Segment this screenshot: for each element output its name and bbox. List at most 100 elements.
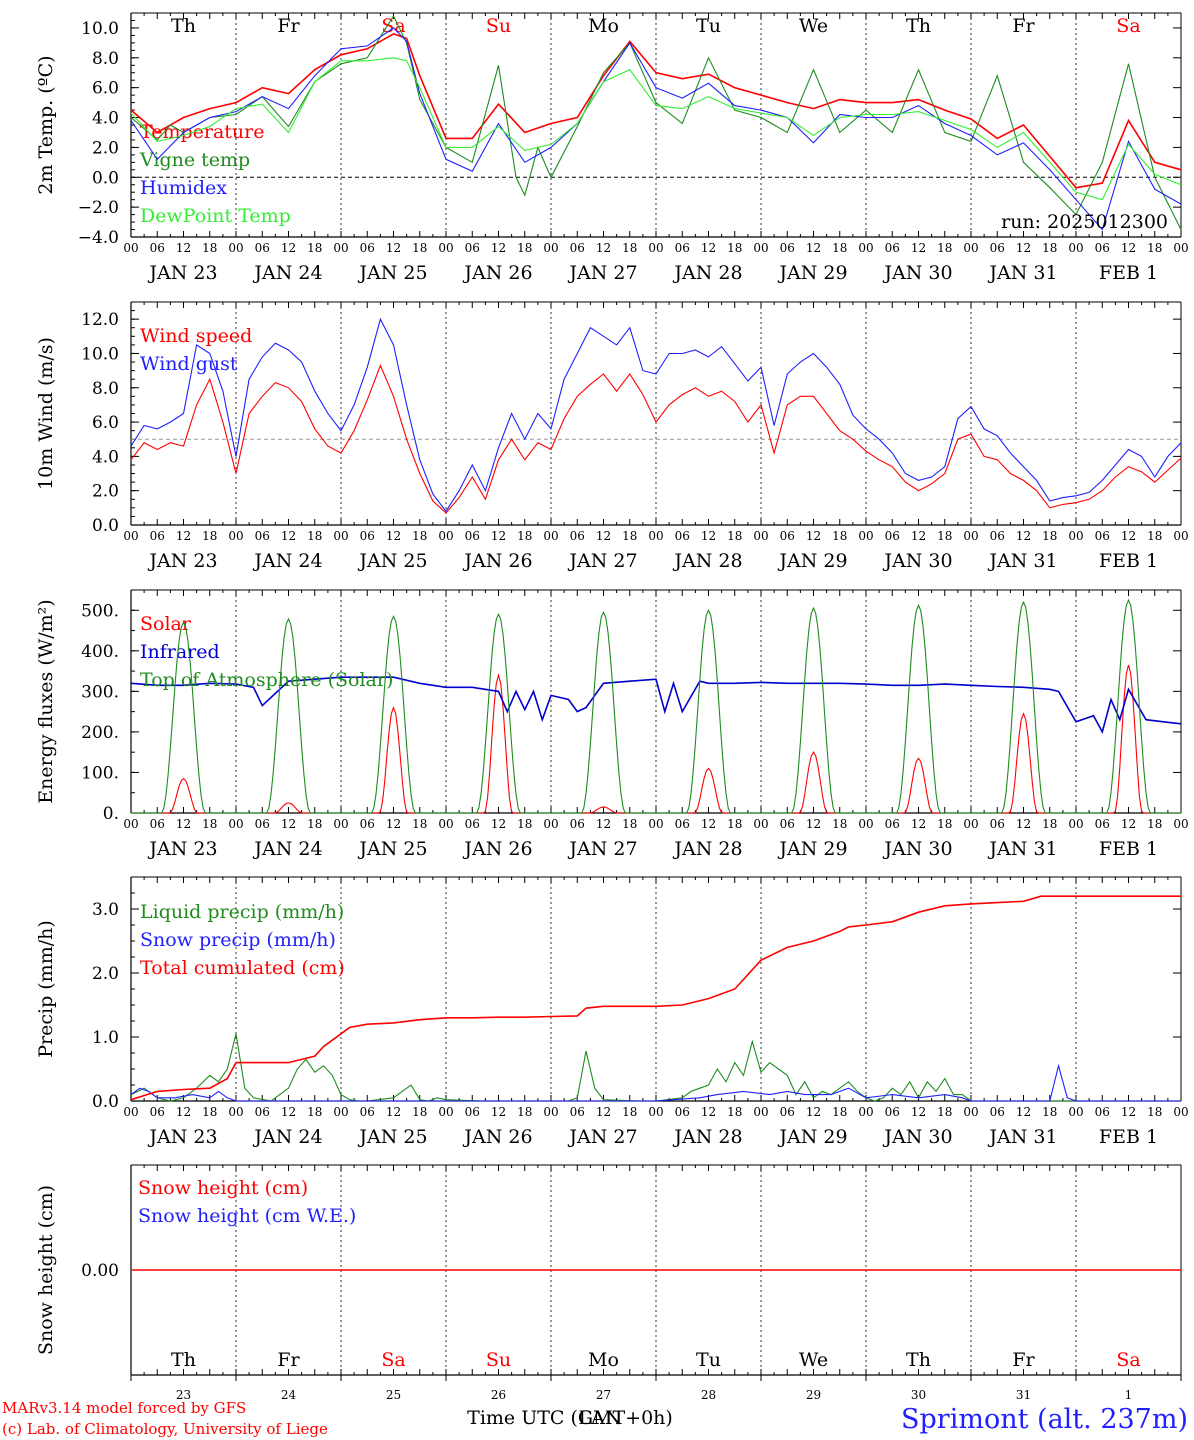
day-name: Fr (1012, 1349, 1035, 1371)
y-tick-label: −4.0 (78, 228, 119, 248)
hour-tick-label: 18 (1042, 817, 1057, 831)
series-line-infrared (130, 676, 1182, 735)
hour-tick-label: 06 (255, 241, 270, 255)
hour-tick-label: 00 (1068, 241, 1083, 255)
hour-tick-label: 18 (1147, 817, 1162, 831)
hour-tick-label: 06 (885, 1105, 900, 1119)
hour-tick-label: 18 (937, 817, 952, 831)
y-tick-label: 10.0 (81, 344, 119, 364)
hour-tick-label: 00 (1173, 241, 1188, 255)
day-name: Su (486, 1349, 511, 1371)
day-name: Su (486, 15, 511, 37)
hour-tick-label: 06 (1095, 241, 1110, 255)
hour-tick-label: 12 (386, 1105, 401, 1119)
day-name: Sa (381, 1349, 405, 1371)
y-axis-label: Snow height (cm) (35, 1185, 57, 1355)
date-label: JAN 24 (252, 550, 322, 572)
legend-entry: Snow precip (mm/h) (140, 929, 336, 951)
model-credit: MARv3.14 model forced by GFS (2, 1399, 246, 1417)
hour-tick-label: 00 (333, 817, 348, 831)
hour-tick-label: 12 (176, 241, 191, 255)
hour-tick-label: 00 (123, 241, 138, 255)
hour-tick-label: 06 (990, 817, 1005, 831)
hour-tick-label: 06 (150, 529, 165, 543)
legend-entry: DewPoint Temp (140, 205, 291, 227)
y-tick-label: 200. (81, 723, 119, 743)
hour-tick-label: 06 (465, 529, 480, 543)
y-tick-label: 4.0 (92, 447, 119, 467)
date-label: JAN 29 (777, 550, 847, 572)
hour-tick-label: 12 (911, 529, 926, 543)
hour-tick-label: 18 (307, 1105, 322, 1119)
hour-tick-label: 00 (753, 817, 768, 831)
day-number: 27 (596, 1388, 611, 1402)
date-label: JAN 23 (147, 1126, 217, 1148)
hour-tick-label: 12 (281, 1105, 296, 1119)
date-label: JAN 30 (882, 838, 952, 860)
y-tick-label: 2.0 (92, 482, 119, 502)
y-tick-label: 0.0 (92, 168, 119, 188)
hour-tick-label: 12 (701, 529, 716, 543)
day-name: Th (171, 1349, 196, 1371)
hour-tick-label: 06 (570, 529, 585, 543)
copyright: (c) Lab. of Climatology, University of L… (2, 1420, 328, 1438)
hour-tick-label: 18 (1042, 241, 1057, 255)
date-label: JAN 29 (777, 262, 847, 284)
day-number: 26 (491, 1388, 506, 1402)
y-tick-label: 2.0 (92, 964, 119, 984)
y-tick-label: 1.0 (92, 1028, 119, 1048)
y-tick-label: 8.0 (92, 379, 119, 399)
day-number: 25 (386, 1388, 401, 1402)
hour-tick-label: 18 (202, 817, 217, 831)
x-axis-label: Time UTC (GMT+0h) (467, 1407, 673, 1429)
hour-tick-label: 06 (465, 1105, 480, 1119)
hour-tick-label: 18 (1042, 529, 1057, 543)
hour-tick-label: 06 (780, 817, 795, 831)
hour-tick-label: 00 (1173, 529, 1188, 543)
day-name: Tu (696, 15, 721, 37)
series-line-dewpoint-temp (130, 57, 1182, 201)
series-line-liquid-precip-mm-h- (130, 1033, 1181, 1102)
day-number: 30 (911, 1388, 926, 1402)
hour-tick-label: 06 (255, 1105, 270, 1119)
date-label: JAN 29 (777, 1126, 847, 1148)
hour-tick-label: 06 (570, 1105, 585, 1119)
hour-tick-label: 12 (1121, 817, 1136, 831)
hour-tick-label: 18 (727, 241, 742, 255)
day-name: Mo (588, 15, 619, 37)
y-axis-label: 10m Wind (m/s) (35, 337, 57, 490)
hour-tick-label: 06 (675, 1105, 690, 1119)
hour-tick-label: 00 (753, 529, 768, 543)
day-name: Th (171, 15, 196, 37)
hour-tick-label: 00 (1173, 1105, 1188, 1119)
hour-tick-label: 00 (648, 817, 663, 831)
date-label: FEB 1 (1099, 838, 1158, 860)
y-tick-label: 6.0 (92, 79, 119, 99)
hour-tick-label: 12 (1016, 817, 1031, 831)
hour-tick-label: 18 (517, 529, 532, 543)
hour-tick-label: 12 (701, 1105, 716, 1119)
hour-tick-label: 00 (123, 817, 138, 831)
hour-tick-label: 18 (832, 529, 847, 543)
legend-entry: Solar (140, 613, 192, 635)
series-line-wind-gust (130, 317, 1182, 513)
legend-entry: Humidex (140, 177, 227, 199)
hour-tick-label: 18 (832, 817, 847, 831)
hour-tick-label: 18 (517, 1105, 532, 1119)
date-label: JAN 26 (462, 838, 532, 860)
hour-tick-label: 00 (1068, 1105, 1083, 1119)
date-label: JAN 28 (672, 838, 742, 860)
hour-tick-label: 12 (176, 1105, 191, 1119)
date-label: JAN 25 (357, 550, 427, 572)
hour-tick-label: 18 (727, 817, 742, 831)
hour-tick-label: 00 (963, 817, 978, 831)
hour-tick-label: 00 (1068, 817, 1083, 831)
hour-tick-label: 00 (438, 1105, 453, 1119)
hour-tick-label: 12 (596, 817, 611, 831)
day-name: Sa (1116, 15, 1140, 37)
hour-tick-label: 18 (517, 817, 532, 831)
date-label: JAN 29 (777, 838, 847, 860)
hour-tick-label: 12 (281, 817, 296, 831)
hour-tick-label: 06 (255, 817, 270, 831)
series-line-temperature (130, 33, 1182, 189)
